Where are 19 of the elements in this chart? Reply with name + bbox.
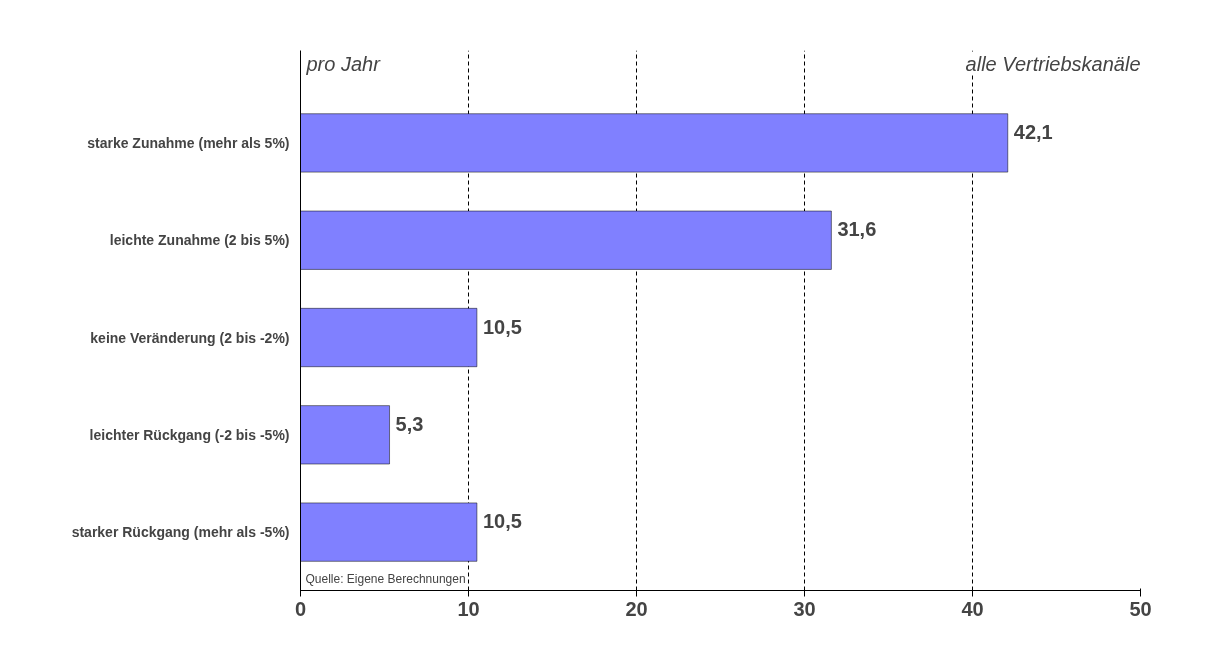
- x-tick-label: 10: [457, 597, 480, 620]
- x-tick-label: 30: [793, 597, 816, 620]
- annotation: alle Vertriebskanäle: [965, 52, 1141, 75]
- annotation: Quelle: Eigene Berechnungen: [305, 571, 466, 586]
- y-tick-label: starke Zunahme (mehr als 5%): [87, 134, 290, 151]
- data-label: 5,3: [395, 412, 424, 435]
- y-tick-label: leichter Rückgang (-2 bis -5%): [89, 426, 290, 443]
- data-label: 31,6: [837, 218, 877, 241]
- x-tick-label: 50: [1129, 597, 1152, 620]
- data-label: 10,5: [482, 315, 522, 338]
- y-tick-label: starker Rückgang (mehr als -5%): [71, 524, 290, 541]
- x-tick-label: 0: [294, 597, 307, 620]
- x-tick-label: 20: [625, 597, 648, 620]
- x-tick-label: 40: [961, 597, 984, 620]
- data-label: 42,1: [1013, 120, 1053, 143]
- annotation: pro Jahr: [305, 52, 382, 75]
- y-tick-label: leichte Zunahme (2 bis 5%): [109, 232, 290, 249]
- y-tick-label: keine Veränderung (2 bis -2%): [90, 329, 290, 346]
- data-label: 10,5: [482, 510, 522, 533]
